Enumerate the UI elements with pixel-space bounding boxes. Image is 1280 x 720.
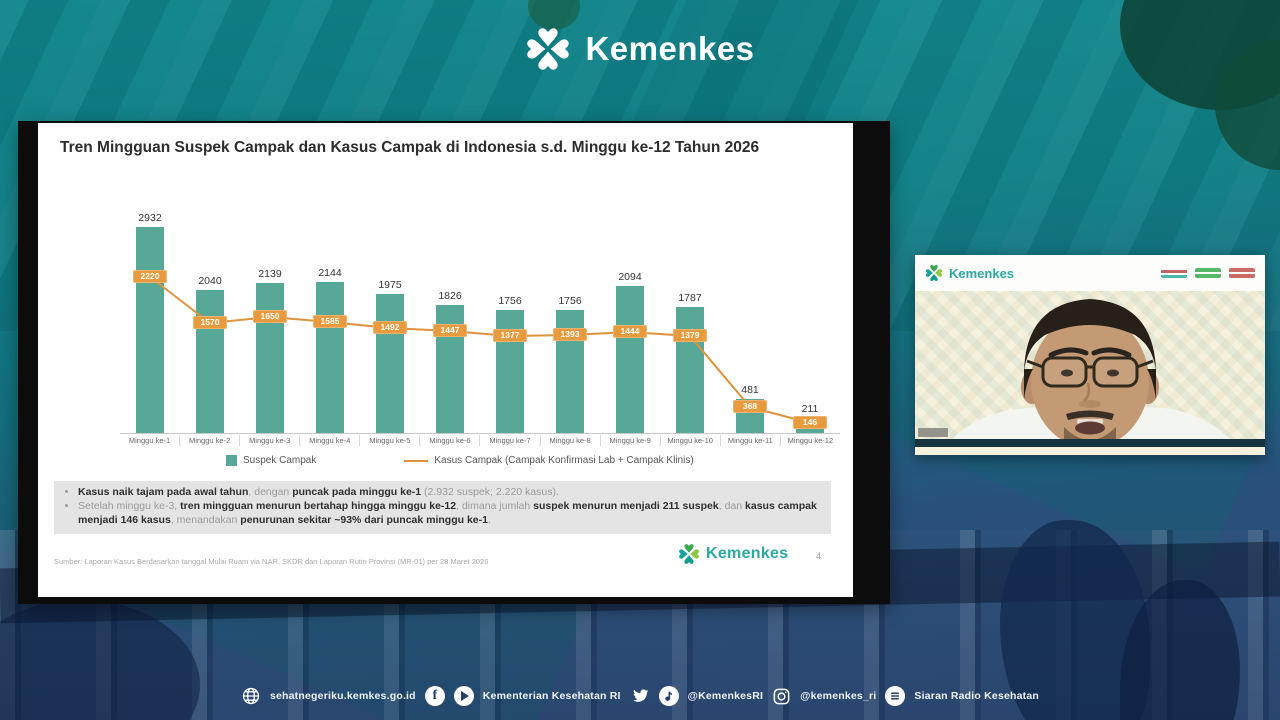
chart-legend: Suspek Campak Kasus Campak (Campak Konfi… xyxy=(226,455,694,466)
video-bottom-strip xyxy=(915,439,1265,447)
bar-value-label: 211 xyxy=(801,403,819,415)
bar-value-label: 1826 xyxy=(438,290,462,302)
x-axis-label: Minggu ke-4 xyxy=(300,435,361,446)
youtube-icon xyxy=(453,686,474,706)
suspek-bar xyxy=(136,227,164,433)
x-axis-label: Minggu ke-2 xyxy=(180,435,241,446)
bar-swatch-icon xyxy=(226,455,237,466)
bar-value-label: 1787 xyxy=(678,292,702,304)
footer-link-label: @kemenkes_ri xyxy=(800,690,877,702)
video-brand: Kemenkes xyxy=(925,264,1014,282)
summary-bullet: Setelah minggu ke-3, tren mingguan menur… xyxy=(78,500,819,528)
line-value-label: 368 xyxy=(733,400,767,413)
kemenkes-logo-icon xyxy=(525,26,571,72)
kasus-line-series xyxy=(149,276,811,424)
suspek-bar xyxy=(256,283,284,433)
kemenkes-logo-icon xyxy=(925,264,943,282)
partner-logo-2-icon xyxy=(1195,268,1221,278)
partner-logos xyxy=(1161,268,1255,278)
partner-logo-3-icon xyxy=(1229,268,1255,278)
instagram-icon xyxy=(772,687,791,706)
speaker-video-body xyxy=(915,291,1265,447)
line-value-label: 2220 xyxy=(133,270,167,283)
x-axis-labels: Minggu ke-1 Minggu ke-2 Minggu ke-3 Minggu … xyxy=(120,435,840,446)
suspek-bar xyxy=(196,290,224,433)
legend-label: Kasus Campak (Campak Konfirmasi Lab + Ca… xyxy=(434,455,694,466)
twitter-icon xyxy=(630,686,650,706)
legend-kasus-campak: Kasus Campak (Campak Konfirmasi Lab + Ca… xyxy=(404,455,694,466)
suspek-bar xyxy=(316,282,344,433)
line-value-label: 1492 xyxy=(373,321,407,334)
line-value-label: 1379 xyxy=(673,329,707,342)
presentation-slide: Tren Mingguan Suspek Campak dan Kasus Ca… xyxy=(38,123,853,597)
bar-value-label: 1756 xyxy=(558,295,582,307)
suspek-bar xyxy=(676,307,704,433)
legend-label: Suspek Campak xyxy=(243,455,317,466)
x-axis-label: Minggu ke-12 xyxy=(787,436,834,445)
bar-value-label: 2144 xyxy=(318,267,342,279)
x-axis-label: Minggu ke-9 xyxy=(601,435,661,446)
tiktok-icon xyxy=(658,686,679,706)
line-value-label: 1570 xyxy=(193,316,227,329)
speaker-avatar xyxy=(945,299,1237,447)
x-axis-label: Minggu ke-11 xyxy=(721,435,781,446)
slide-footer-brand: Kemenkes xyxy=(678,543,788,565)
bar-value-label: 1756 xyxy=(498,295,522,307)
line-value-label: 1585 xyxy=(313,315,347,328)
x-axis-label: Minggu ke-3 xyxy=(240,435,301,446)
bar-value-label: 2094 xyxy=(618,271,642,283)
speaker-video[interactable]: Kemenkes xyxy=(915,255,1265,455)
partner-logo-1-icon xyxy=(1161,268,1187,278)
x-axis-label: Minggu ke-6 xyxy=(420,435,481,446)
footer-link-label: @KemenkesRI xyxy=(687,690,764,702)
footer-link-label: Siaran Radio Kesehatan xyxy=(914,690,1040,702)
bar-value-label: 2139 xyxy=(258,268,282,280)
measles-trend-chart: 2932 2040 2139 2144 1975 1826 1756 1756 2094 1787… xyxy=(120,211,840,434)
x-axis-label: Minggu ke-1 xyxy=(120,435,181,446)
footer-link-label: Kementerian Kesehatan RI xyxy=(482,690,621,702)
summary-bullet: Kasus naik tajam pada awal tahun, dengan… xyxy=(78,486,819,500)
rri-radio-icon xyxy=(885,686,906,706)
bar-value-label: 2040 xyxy=(198,275,222,287)
x-axis-label: Minggu ke-7 xyxy=(480,435,541,446)
slide-footer-brand-label: Kemenkes xyxy=(706,545,789,562)
bar-value-label: 2932 xyxy=(138,212,162,224)
line-value-label: 1444 xyxy=(613,325,647,338)
speaker-name-tag xyxy=(918,428,948,437)
video-brand-label: Kemenkes xyxy=(949,265,1015,281)
header-brand-label: Kemenkes xyxy=(585,30,755,67)
line-value-label: 1377 xyxy=(493,329,527,342)
x-axis-label: Minggu ke-10 xyxy=(661,435,721,446)
suspek-bar xyxy=(376,294,404,433)
line-value-label: 1447 xyxy=(433,324,467,337)
source-note: Sumber: Laporan Kasus Berdasarkan tangga… xyxy=(54,557,489,566)
slide-title: Tren Mingguan Suspek Campak dan Kasus Ca… xyxy=(60,139,760,156)
bar-value-label: 481 xyxy=(741,384,759,396)
line-value-label: 1650 xyxy=(253,310,287,323)
line-value-label: 146 xyxy=(793,416,827,429)
globe-icon xyxy=(241,686,261,706)
kemenkes-logo-icon xyxy=(678,543,700,565)
suspek-bar xyxy=(616,286,644,433)
facebook-icon: f xyxy=(424,686,445,706)
bar-value-label: 1975 xyxy=(378,279,402,291)
x-axis-label: Minggu ke-5 xyxy=(360,435,421,446)
speaker-video-header: Kemenkes xyxy=(915,255,1265,291)
line-swatch-icon xyxy=(404,459,429,462)
x-axis-label: Minggu ke-8 xyxy=(541,435,601,446)
slide-page-number: 4 xyxy=(816,551,822,561)
legend-suspek-campak: Suspek Campak xyxy=(226,455,316,466)
header-brand: Kemenkes xyxy=(0,26,1280,72)
line-value-label: 1393 xyxy=(553,328,587,341)
summary-callout-box: Kasus naik tajam pada awal tahun, dengan… xyxy=(54,481,831,534)
footer-link-label: sehatnegeriku.kemkes.go.id xyxy=(269,690,416,702)
screen-share-frame: Tren Mingguan Suspek Campak dan Kasus Ca… xyxy=(18,121,890,604)
social-footer-bar: sehatnegeriku.kemkes.go.id f Kementerian K… xyxy=(0,686,1280,706)
